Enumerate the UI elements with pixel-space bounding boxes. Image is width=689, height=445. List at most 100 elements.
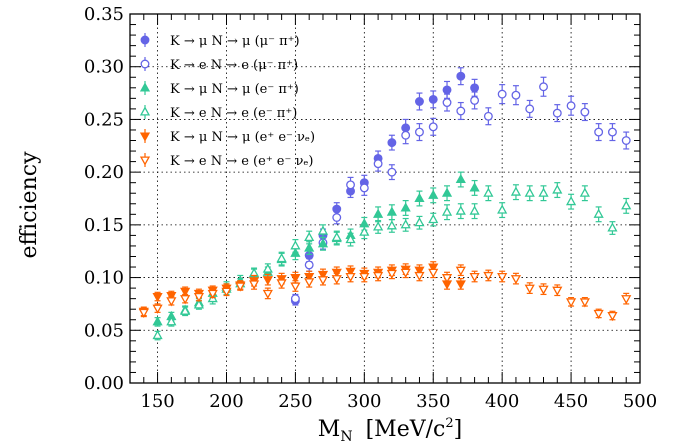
- x-tick-label: 450: [554, 391, 588, 412]
- data-point: [441, 274, 453, 284]
- data-point: [248, 280, 260, 290]
- x-axis-title-unit-sup: 2: [445, 416, 453, 431]
- series-6: [138, 264, 632, 322]
- data-point: [510, 275, 522, 285]
- data-point: [415, 127, 424, 137]
- legend-item: K → e N → e (μ⁻ π⁺): [140, 57, 298, 73]
- data-point: [180, 287, 191, 297]
- data-point: [497, 272, 508, 283]
- data-point: [428, 94, 438, 104]
- data-point: [152, 293, 163, 303]
- x-tick-label: 350: [416, 391, 450, 412]
- y-tick-label: 0.15: [84, 215, 124, 236]
- legend-marker: [139, 82, 151, 92]
- data-point: [304, 231, 315, 242]
- data-point: [166, 297, 177, 307]
- data-point: [593, 208, 604, 218]
- data-point: [455, 173, 466, 184]
- data-point: [400, 219, 411, 229]
- data-point: [152, 304, 163, 314]
- data-point: [538, 187, 549, 197]
- data-point: [331, 231, 342, 242]
- data-point: [414, 271, 425, 282]
- data-point: [538, 285, 549, 295]
- data-point: [566, 101, 576, 111]
- data-point: [456, 106, 466, 116]
- data-point: [235, 282, 246, 292]
- data-point: [359, 226, 370, 236]
- data-point: [414, 192, 425, 203]
- legend-label: K → μ N → μ (e⁺ e⁻ νₑ): [170, 130, 315, 145]
- y-tick-label: 0.30: [84, 57, 124, 78]
- series-5: [138, 261, 466, 317]
- data-point: [428, 213, 439, 224]
- data-point: [565, 298, 577, 308]
- data-point: [276, 279, 287, 289]
- data-point: [373, 208, 384, 218]
- data-point: [304, 278, 315, 288]
- x-axis-title-unit-close: ]: [454, 417, 463, 442]
- legend: K → μ N → μ (μ⁻ π⁺) K → e N → e (μ⁻ π⁺) K …: [139, 33, 315, 169]
- data-point: [359, 183, 369, 193]
- data-point: [386, 206, 397, 216]
- data-point: [621, 136, 631, 145]
- y-tick-label: 0.10: [84, 268, 124, 289]
- series-2: [290, 76, 631, 304]
- data-point: [304, 242, 315, 252]
- data-point: [497, 204, 508, 214]
- data-point: [332, 213, 342, 222]
- x-axis-title: MN [MeV/c2]: [318, 416, 462, 445]
- y-tick-label: 0.05: [84, 320, 124, 341]
- legend-item: K → μ N → μ (e⁺ e⁻ νₑ): [139, 129, 315, 145]
- data-point: [262, 289, 273, 300]
- data-point: [428, 268, 439, 278]
- data-point: [387, 138, 397, 148]
- data-point: [442, 85, 452, 95]
- data-point: [539, 82, 548, 92]
- x-tick-label: 500: [623, 391, 657, 412]
- data-point: [455, 266, 466, 276]
- data-point: [345, 272, 356, 283]
- x-tick-label: 250: [278, 391, 312, 412]
- data-point: [511, 90, 521, 100]
- data-point: [552, 286, 563, 296]
- y-tick-label: 0.00: [84, 373, 124, 394]
- y-tick-label: 0.20: [84, 162, 124, 183]
- data-point: [525, 104, 535, 114]
- data-point: [401, 130, 411, 140]
- legend-item: K → μ N → μ (μ⁻ π⁺): [140, 33, 300, 49]
- data-point: [455, 205, 466, 215]
- data-point: [346, 180, 355, 190]
- data-point: [456, 71, 466, 81]
- legend-label: K → e N → e (μ⁻ π⁺): [170, 58, 298, 73]
- data-point: [552, 108, 562, 118]
- legend-item: K → e N → e (e⁻ π⁺): [139, 105, 297, 121]
- data-point: [373, 159, 383, 169]
- data-point: [524, 284, 535, 294]
- x-tick-label: 300: [347, 391, 381, 412]
- data-point: [221, 287, 232, 297]
- legend-marker: [140, 35, 150, 45]
- data-point: [373, 271, 384, 282]
- legend-label: K → μ N → μ (μ⁻ π⁺): [170, 34, 300, 49]
- y-tick-label: 0.35: [84, 4, 124, 25]
- x-tick-label: 400: [485, 391, 519, 412]
- x-axis-title-main: M: [318, 417, 341, 442]
- axis-ticks: 150 200 250 300 350 400 450 500 0.00 0.05 0.10 0.15…: [84, 4, 657, 412]
- legend-marker: [139, 132, 151, 142]
- legend-item: K → e N → e (e⁺ e⁻ νₑ): [139, 153, 314, 169]
- x-tick-label: 200: [209, 391, 243, 412]
- data-point: [469, 272, 480, 283]
- data-point: [593, 309, 604, 320]
- data-point: [441, 206, 453, 216]
- data-point: [386, 220, 397, 230]
- data-point: [193, 293, 205, 303]
- data-point: [207, 289, 218, 300]
- data-point: [290, 240, 301, 250]
- data-point: [193, 299, 205, 309]
- data-point: [317, 238, 329, 248]
- data-point: [180, 295, 191, 305]
- data-point: [552, 184, 563, 194]
- data-point: [469, 205, 480, 215]
